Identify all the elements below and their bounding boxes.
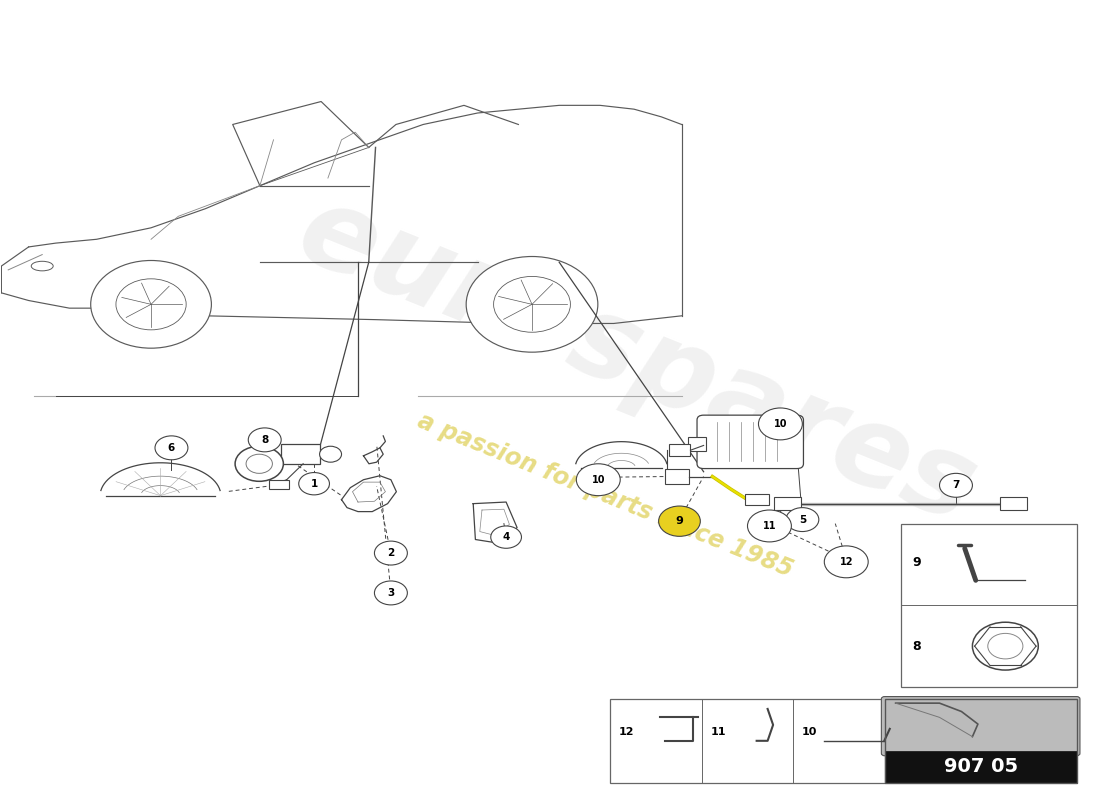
Bar	[1000, 498, 1027, 510]
Text: eurospares: eurospares	[283, 174, 992, 546]
Bar	[270, 480, 289, 490]
Circle shape	[116, 279, 186, 330]
Text: 8: 8	[261, 435, 268, 445]
Bar	[689, 437, 706, 451]
Bar	[773, 498, 801, 510]
Text: 12: 12	[839, 557, 853, 567]
Text: 11: 11	[711, 727, 726, 738]
Bar	[746, 494, 769, 506]
Circle shape	[155, 436, 188, 460]
Circle shape	[972, 622, 1038, 670]
Circle shape	[374, 581, 407, 605]
Text: 5: 5	[799, 514, 806, 525]
Text: 907 05: 907 05	[944, 758, 1018, 776]
Bar	[669, 444, 691, 456]
Text: 3: 3	[387, 588, 395, 598]
Circle shape	[235, 446, 284, 482]
Circle shape	[320, 446, 341, 462]
Circle shape	[988, 634, 1023, 659]
Circle shape	[785, 508, 818, 531]
Bar	[884, 751, 1077, 782]
Circle shape	[494, 277, 571, 332]
FancyBboxPatch shape	[881, 697, 1080, 756]
Text: 7: 7	[953, 480, 959, 490]
Text: 10: 10	[592, 474, 605, 485]
Bar	[610, 699, 884, 782]
Circle shape	[824, 546, 868, 578]
Circle shape	[249, 428, 282, 452]
Bar	[666, 470, 690, 484]
FancyBboxPatch shape	[697, 415, 803, 469]
Text: 6: 6	[168, 443, 175, 453]
Ellipse shape	[31, 262, 53, 271]
Circle shape	[466, 257, 597, 352]
Text: 11: 11	[762, 521, 777, 531]
Circle shape	[576, 464, 620, 496]
Circle shape	[939, 474, 972, 498]
Text: 12: 12	[619, 727, 635, 738]
Text: 10: 10	[773, 419, 788, 429]
Text: 10: 10	[802, 727, 817, 738]
Bar	[901, 523, 1077, 687]
Text: 8: 8	[912, 640, 921, 653]
Bar	[282, 444, 320, 464]
Circle shape	[374, 541, 407, 565]
Circle shape	[246, 454, 273, 474]
Text: 1: 1	[310, 478, 318, 489]
Circle shape	[491, 526, 521, 548]
Circle shape	[748, 510, 791, 542]
Text: 4: 4	[503, 532, 509, 542]
Circle shape	[759, 408, 802, 440]
Circle shape	[90, 261, 211, 348]
Text: a passion for parts since 1985: a passion for parts since 1985	[414, 409, 796, 582]
Text: 9: 9	[912, 556, 921, 570]
Circle shape	[659, 506, 701, 536]
Text: 9: 9	[675, 516, 683, 526]
Circle shape	[299, 473, 330, 495]
Text: 2: 2	[387, 548, 395, 558]
Bar	[884, 699, 1077, 782]
